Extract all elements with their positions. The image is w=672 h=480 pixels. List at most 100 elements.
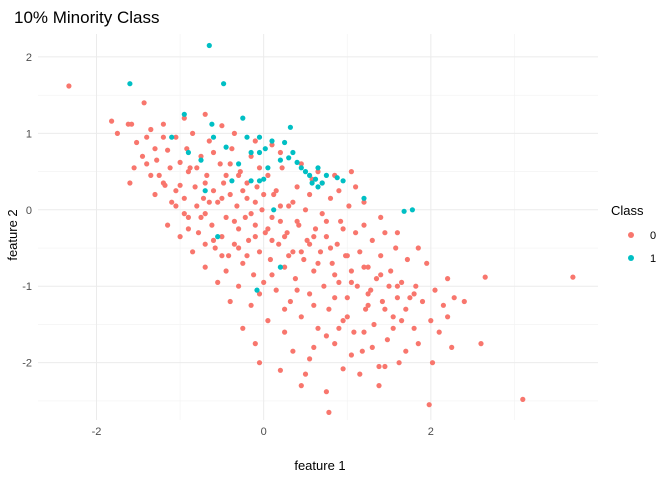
point-class-0 xyxy=(256,249,263,255)
point-class-1 xyxy=(312,176,319,182)
point-class-0 xyxy=(346,203,352,209)
point-class-0 xyxy=(445,314,451,320)
point-class-0 xyxy=(251,272,257,278)
point-class-0 xyxy=(244,253,250,259)
point-class-0 xyxy=(273,188,279,194)
point-class-1 xyxy=(401,208,407,214)
point-class-0 xyxy=(369,237,375,243)
grid xyxy=(38,34,598,420)
point-class-0 xyxy=(198,214,204,220)
point-class-0 xyxy=(378,253,384,259)
point-class-0 xyxy=(152,191,158,198)
point-class-0 xyxy=(363,306,369,312)
point-class-0 xyxy=(307,291,313,297)
point-class-1 xyxy=(198,157,204,163)
legend-key-class-0 xyxy=(628,232,634,238)
point-class-0 xyxy=(429,360,436,366)
point-class-0 xyxy=(321,283,327,289)
point-class-0 xyxy=(329,260,335,266)
point-class-0 xyxy=(326,306,332,312)
point-class-0 xyxy=(311,268,317,274)
y-axis-ticks: -2 -1 0 1 2 xyxy=(22,52,32,370)
legend-label-class-0: 0 xyxy=(650,230,656,242)
point-class-0 xyxy=(298,249,304,255)
point-class-0 xyxy=(371,321,377,328)
point-class-0 xyxy=(315,260,321,266)
point-class-0 xyxy=(449,344,455,350)
point-class-0 xyxy=(403,306,409,312)
point-class-1 xyxy=(319,180,325,186)
point-class-0 xyxy=(312,226,319,232)
point-class-0 xyxy=(240,188,246,194)
point-class-1 xyxy=(290,149,296,156)
point-class-0 xyxy=(304,237,310,243)
point-class-0 xyxy=(365,264,371,270)
point-class-0 xyxy=(351,329,357,335)
point-class-0 xyxy=(206,199,212,205)
point-class-0 xyxy=(202,211,208,217)
point-class-1 xyxy=(229,178,235,184)
point-class-1 xyxy=(302,169,309,175)
point-class-0 xyxy=(215,199,221,205)
point-class-0 xyxy=(415,341,421,347)
point-class-0 xyxy=(424,260,430,266)
point-class-0 xyxy=(212,245,218,251)
point-class-1 xyxy=(277,264,283,270)
point-class-1 xyxy=(315,165,321,171)
point-class-0 xyxy=(227,298,233,305)
point-class-0 xyxy=(302,371,309,377)
point-class-0 xyxy=(185,214,191,220)
point-class-1 xyxy=(286,155,292,161)
point-class-0 xyxy=(185,226,191,232)
point-class-0 xyxy=(311,302,317,308)
point-class-1 xyxy=(307,172,313,178)
point-class-0 xyxy=(177,234,183,240)
point-class-1 xyxy=(127,81,133,87)
point-class-0 xyxy=(185,169,191,175)
point-class-1 xyxy=(277,157,283,163)
point-class-0 xyxy=(277,203,283,209)
point-class-0 xyxy=(256,291,263,297)
point-class-0 xyxy=(357,371,363,377)
point-class-0 xyxy=(267,256,273,263)
point-class-0 xyxy=(276,241,282,247)
point-class-0 xyxy=(202,264,208,270)
point-class-0 xyxy=(368,287,374,293)
point-class-0 xyxy=(265,172,271,178)
point-class-0 xyxy=(195,230,202,236)
point-class-1 xyxy=(265,165,271,171)
point-class-0 xyxy=(223,214,229,220)
point-class-0 xyxy=(361,199,367,205)
point-class-0 xyxy=(227,161,233,167)
point-class-0 xyxy=(353,184,359,190)
point-class-0 xyxy=(252,199,258,205)
point-class-0 xyxy=(570,274,576,280)
point-class-0 xyxy=(167,165,173,171)
point-class-0 xyxy=(269,237,275,243)
point-class-0 xyxy=(396,360,402,366)
point-class-0 xyxy=(160,134,166,140)
point-class-1 xyxy=(294,159,300,165)
point-class-0 xyxy=(242,214,248,220)
point-class-0 xyxy=(359,348,365,354)
point-class-0 xyxy=(478,341,484,347)
point-class-0 xyxy=(376,383,382,389)
point-class-0 xyxy=(348,279,354,285)
point-class-0 xyxy=(229,146,235,152)
point-class-0 xyxy=(301,256,307,263)
point-class-0 xyxy=(326,409,332,415)
point-class-0 xyxy=(194,165,200,171)
point-class-0 xyxy=(240,325,246,331)
point-class-0 xyxy=(394,295,400,301)
point-class-0 xyxy=(440,302,446,308)
point-class-1 xyxy=(256,134,263,140)
point-class-1 xyxy=(315,184,321,190)
point-class-0 xyxy=(413,283,419,289)
point-class-0 xyxy=(248,302,254,308)
point-class-0 xyxy=(265,318,271,324)
point-class-0 xyxy=(209,222,215,228)
point-class-0 xyxy=(148,126,154,133)
point-class-0 xyxy=(390,325,396,331)
point-class-0 xyxy=(181,211,187,217)
